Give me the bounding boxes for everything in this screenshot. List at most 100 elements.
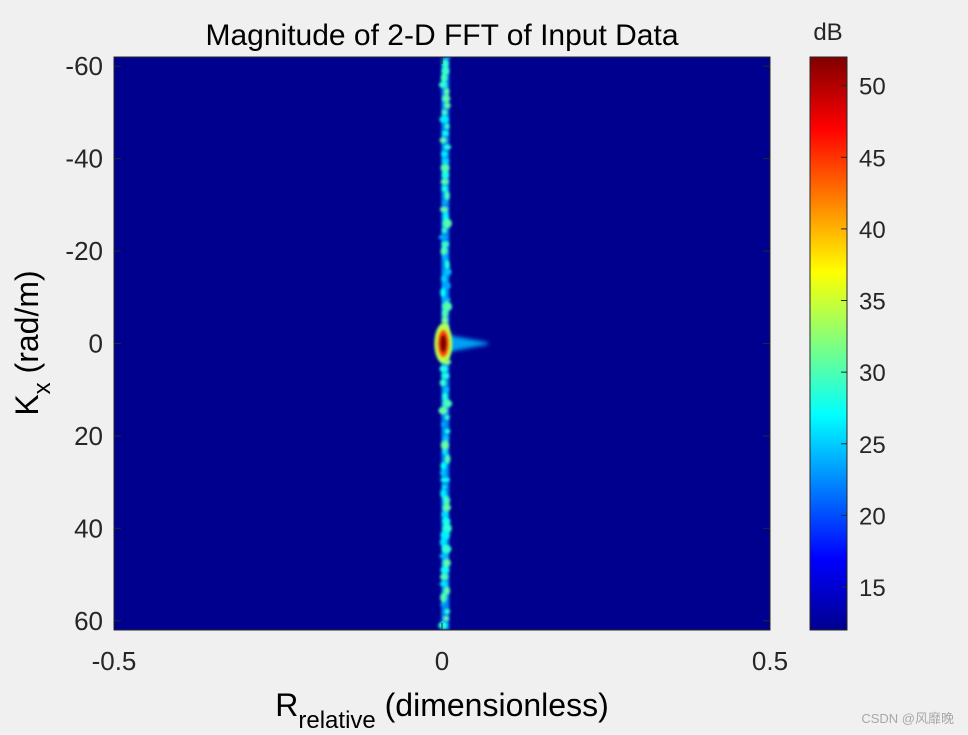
ridge-blob <box>440 592 447 603</box>
side-lobe <box>445 334 488 353</box>
x-tick-label: -0.5 <box>92 646 137 676</box>
ridge-blob <box>443 586 451 595</box>
x-axis-label-main: R <box>275 687 298 723</box>
ridge-blob <box>442 59 449 69</box>
peak-core <box>439 334 447 353</box>
ridge-blob <box>439 115 450 124</box>
colorbar-tick-label: 15 <box>859 575 886 602</box>
ridge-blob <box>440 440 450 450</box>
ridge-blob <box>440 73 448 82</box>
x-tick-label: 0 <box>435 646 449 676</box>
ridge-blob <box>441 309 448 318</box>
ridge-blob <box>441 158 450 164</box>
ridge-blob <box>444 260 450 270</box>
ridge-blob <box>441 200 448 205</box>
ridge-blob <box>441 109 448 116</box>
y-tick-label: -20 <box>65 236 103 266</box>
colorbar-tick-label: 45 <box>859 145 886 172</box>
peak-group <box>434 323 453 364</box>
ridge-blob <box>439 581 448 587</box>
ridge-blob <box>439 573 449 581</box>
ridge-blob <box>439 207 448 212</box>
x-axis-label-subscript: relative <box>298 707 375 734</box>
y-axis-label-subscript: x <box>29 382 56 394</box>
ridge-blob <box>443 616 450 621</box>
ridge-blob <box>438 406 448 415</box>
ridge-blob <box>439 137 447 144</box>
ridge-blob <box>440 179 450 185</box>
ridge-blob <box>441 544 452 554</box>
y-tick-label: 0 <box>89 329 103 359</box>
ridge-blob <box>438 81 448 89</box>
ridge-blob <box>442 449 448 455</box>
ridge-blob <box>440 372 450 379</box>
ridge-blob <box>440 477 451 483</box>
ridge-blob <box>442 517 451 526</box>
ridge-blob <box>441 66 450 75</box>
x-tick-label: 0.5 <box>752 646 788 676</box>
ridge-blob <box>444 191 450 201</box>
ridge-blob <box>444 428 451 434</box>
colorbar-tick-label: 40 <box>859 217 886 244</box>
ridge-blob <box>440 150 448 158</box>
ridge-blob <box>440 488 447 499</box>
ridge-blob <box>441 297 451 302</box>
y-tick-label: 20 <box>74 421 103 451</box>
ridge-blob <box>442 392 448 401</box>
ridge-blob <box>443 102 451 109</box>
ridge-blob <box>444 608 451 615</box>
y-axis-ticks: -60 -40 -20 0 20 40 60 <box>65 51 770 636</box>
ridge-blob <box>442 503 451 512</box>
ridge-blob <box>443 434 450 442</box>
ridge-blob <box>443 387 450 393</box>
x-axis-ticks: -0.5 0 0.5 <box>92 57 788 676</box>
y-axis-label: Kx (rad/m) <box>9 270 56 415</box>
ridge-blob <box>444 123 450 130</box>
colorbar-ticks: 15 20 25 30 35 40 45 50 <box>841 74 886 602</box>
ridge-blob <box>439 537 447 547</box>
colorbar-gradient <box>809 56 848 631</box>
ridge-blob <box>443 144 452 150</box>
chart-title: Magnitude of 2-D FFT of Input Data <box>205 19 678 52</box>
ridge-blob <box>442 399 453 408</box>
heatmap-features <box>434 57 488 630</box>
ridge-blob <box>442 558 451 568</box>
ridge-blob <box>443 496 451 506</box>
colorbar-tick-label: 35 <box>859 289 886 316</box>
ridge-blob <box>440 462 447 470</box>
y-axis-label-main: K <box>9 394 45 415</box>
y-tick-label: 60 <box>74 606 103 636</box>
colorbar-tick-label: 30 <box>859 360 886 387</box>
ridge-blob <box>444 88 450 96</box>
ridge-blob <box>442 94 451 103</box>
watermark: CSDN @风靡晚 <box>861 711 954 726</box>
side-lobe-group <box>445 334 488 353</box>
ridge-blob <box>439 365 448 373</box>
ridge-blob <box>439 553 449 559</box>
ridge-blob <box>439 379 447 387</box>
y-tick-label: -60 <box>65 51 103 81</box>
ridge-blob <box>439 468 447 477</box>
ridge-blob <box>441 185 448 192</box>
ridge-blob <box>441 484 447 489</box>
ridge-blob <box>441 510 449 518</box>
ridge-blob <box>440 287 446 298</box>
plot-area <box>113 56 771 631</box>
x-axis-label-rest: (dimensionless) <box>376 687 609 723</box>
colorbar-tick-label: 25 <box>859 432 886 459</box>
ridge-blob <box>444 415 450 420</box>
ridge-blob <box>443 267 452 276</box>
ridge-blob <box>441 130 449 136</box>
colorbar-tick-label: 50 <box>859 74 886 101</box>
ridge-blob <box>440 275 447 283</box>
ridge-blob <box>442 218 452 229</box>
ridge-blob <box>442 301 453 312</box>
colorbar-label: dB <box>813 19 842 46</box>
ridge-blob <box>438 621 448 630</box>
ridge-blob <box>440 422 447 427</box>
ridge-blob <box>439 602 447 607</box>
ridge-blob <box>444 57 451 60</box>
ridge-blob <box>441 241 450 247</box>
ridge-blob <box>442 281 451 290</box>
